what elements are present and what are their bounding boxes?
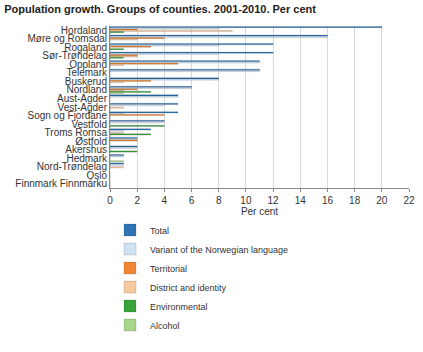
svg-text:Nordland: Nordland bbox=[66, 84, 107, 95]
svg-text:Aust-Agder: Aust-Agder bbox=[57, 93, 108, 104]
svg-text:0: 0 bbox=[107, 195, 113, 206]
svg-text:Variant of the Norwegian langu: Variant of the Norwegian language bbox=[150, 245, 288, 255]
svg-text:Oppland: Oppland bbox=[69, 59, 107, 70]
svg-text:Rogaland: Rogaland bbox=[64, 42, 107, 53]
svg-text:4: 4 bbox=[162, 195, 168, 206]
svg-text:Per cent: Per cent bbox=[241, 206, 278, 217]
svg-text:Hedmark: Hedmark bbox=[66, 153, 108, 164]
svg-text:Alcohol: Alcohol bbox=[150, 321, 180, 331]
svg-text:Nord-Trøndelag: Nord-Trøndelag bbox=[37, 161, 107, 172]
svg-text:District and identity: District and identity bbox=[150, 283, 227, 293]
svg-text:Total: Total bbox=[150, 226, 169, 236]
svg-text:Telemark: Telemark bbox=[66, 67, 108, 78]
svg-text:16: 16 bbox=[322, 195, 334, 206]
svg-text:Vest-Agder: Vest-Agder bbox=[58, 102, 108, 113]
svg-text:Møre og Romsdal: Møre og Romsdal bbox=[28, 33, 107, 44]
svg-text:Akershus: Akershus bbox=[65, 144, 107, 155]
svg-text:2: 2 bbox=[134, 195, 140, 206]
svg-text:22: 22 bbox=[403, 195, 415, 206]
svg-text:14: 14 bbox=[295, 195, 307, 206]
svg-text:Population growth. Groups of c: Population growth. Groups of counties. 2… bbox=[4, 3, 316, 15]
svg-text:Vestfold: Vestfold bbox=[71, 119, 107, 130]
svg-text:Østfold: Østfold bbox=[75, 136, 107, 147]
svg-text:Territorial: Territorial bbox=[150, 264, 187, 274]
svg-text:12: 12 bbox=[268, 195, 280, 206]
svg-text:Sogn og Fjordane: Sogn og Fjordane bbox=[27, 110, 107, 121]
svg-text:Sør-Trøndelag: Sør-Trøndelag bbox=[42, 50, 107, 61]
svg-text:Hordaland: Hordaland bbox=[61, 25, 107, 36]
svg-text:18: 18 bbox=[349, 195, 361, 206]
svg-text:Oslo: Oslo bbox=[86, 170, 107, 181]
svg-text:20: 20 bbox=[376, 195, 388, 206]
svg-text:8: 8 bbox=[216, 195, 222, 206]
svg-text:Buskerud: Buskerud bbox=[65, 76, 107, 87]
svg-text:Troms Romsa: Troms Romsa bbox=[45, 127, 108, 138]
svg-text:10: 10 bbox=[240, 195, 252, 206]
svg-text:Environmental: Environmental bbox=[150, 302, 208, 312]
svg-text:6: 6 bbox=[189, 195, 195, 206]
svg-text:Finnmark Finnmárku: Finnmark Finnmárku bbox=[15, 178, 107, 189]
